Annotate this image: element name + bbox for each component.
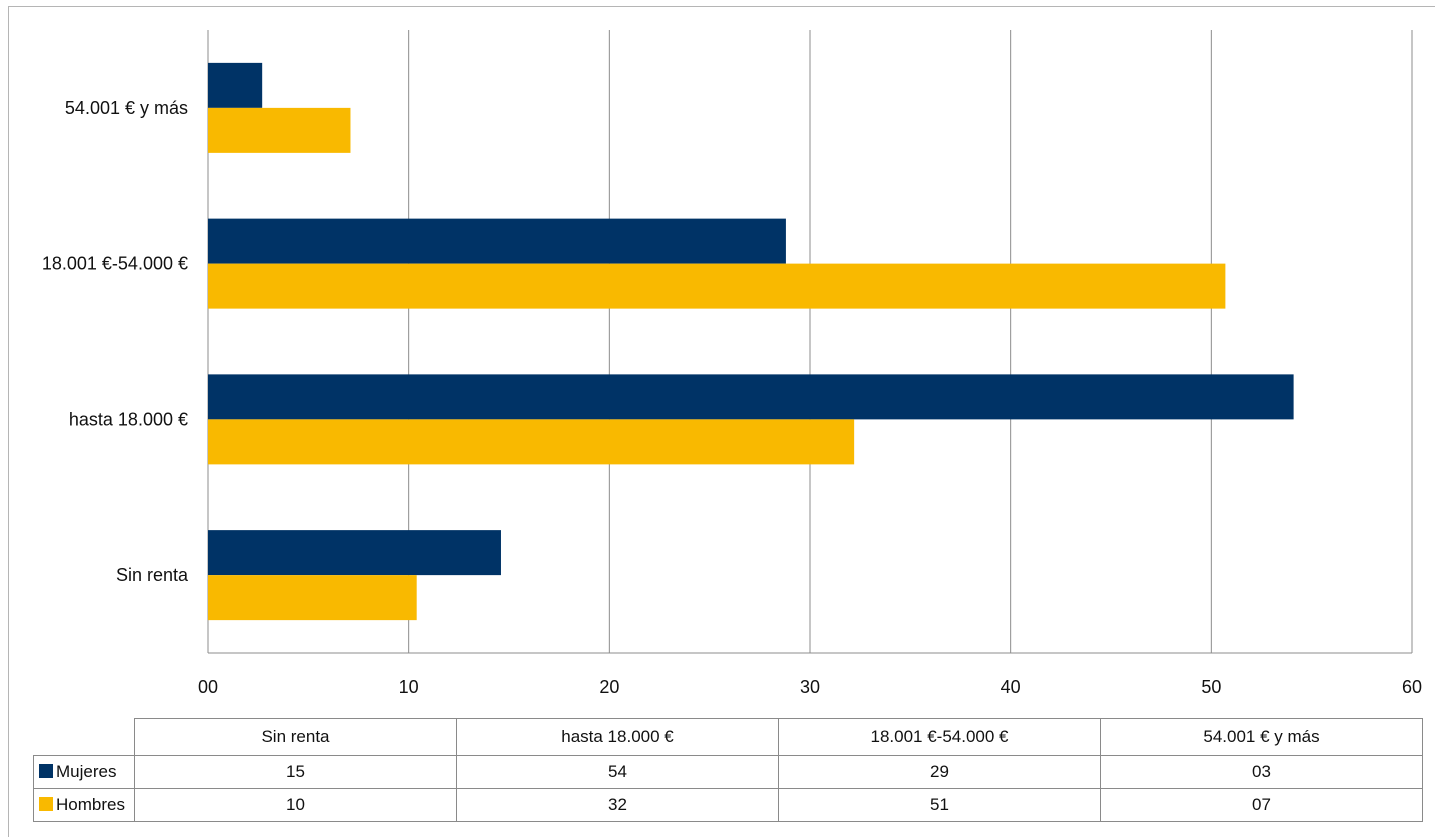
table-header-cell: Sin renta	[134, 718, 457, 756]
legend-key-hombres	[39, 797, 53, 811]
x-tick-label: 60	[1402, 677, 1422, 697]
x-tick-label: 10	[399, 677, 419, 697]
legend-key-mujeres	[39, 764, 53, 778]
legend-entry-hombres: Hombres	[33, 788, 135, 822]
table-row: Hombres 10 32 51 07	[33, 788, 1423, 822]
table-cell: 07	[1100, 788, 1423, 822]
table-cell: 54	[456, 755, 779, 789]
x-tick-label: 20	[599, 677, 619, 697]
table-header-cell: 54.001 € y más	[1100, 718, 1423, 756]
grid-lines	[207, 30, 1413, 654]
x-tick-label: 00	[198, 677, 218, 697]
table-header-row: Sin renta hasta 18.000 € 18.001 €-54.000…	[33, 718, 1423, 756]
legend-label: Mujeres	[56, 762, 117, 781]
table-cell: 29	[778, 755, 1101, 789]
axis-labels: 00 10 20 30 40 50 60 Sin renta hasta 18.000 € 18.…	[42, 98, 1422, 697]
table-header-cell: 18.001 €-54.000 €	[778, 718, 1101, 756]
table-cell: 10	[134, 788, 457, 822]
bar-hombres	[208, 419, 855, 465]
category-label: 18.001 €-54.000 €	[42, 254, 188, 274]
bar-hombres	[208, 575, 417, 621]
legend-label: Hombres	[56, 795, 125, 814]
table-cell: 03	[1100, 755, 1423, 789]
table-cell: 51	[778, 788, 1101, 822]
category-label: Sin renta	[116, 565, 189, 585]
chart-frame	[8, 6, 1435, 837]
table-corner-cell	[33, 718, 135, 756]
bar-hombres	[208, 263, 1226, 309]
category-label: 54.001 € y más	[65, 98, 188, 118]
table-row: Mujeres 15 54 29 03	[33, 755, 1423, 789]
x-tick-label: 50	[1201, 677, 1221, 697]
bar-mujeres	[208, 374, 1294, 420]
x-tick-label: 40	[1001, 677, 1021, 697]
bar-hombres	[208, 107, 351, 153]
bars	[208, 62, 1294, 621]
bar-mujeres	[208, 218, 786, 264]
table-cell: 15	[134, 755, 457, 789]
x-tick-label: 30	[800, 677, 820, 697]
bar-mujeres	[208, 62, 263, 108]
data-table: Sin renta hasta 18.000 € 18.001 €-54.000…	[33, 718, 1423, 822]
category-label: hasta 18.000 €	[69, 409, 188, 429]
table-cell: 32	[456, 788, 779, 822]
legend-entry-mujeres: Mujeres	[33, 755, 135, 789]
table-header-cell: hasta 18.000 €	[456, 718, 779, 756]
bar-mujeres	[208, 530, 501, 576]
